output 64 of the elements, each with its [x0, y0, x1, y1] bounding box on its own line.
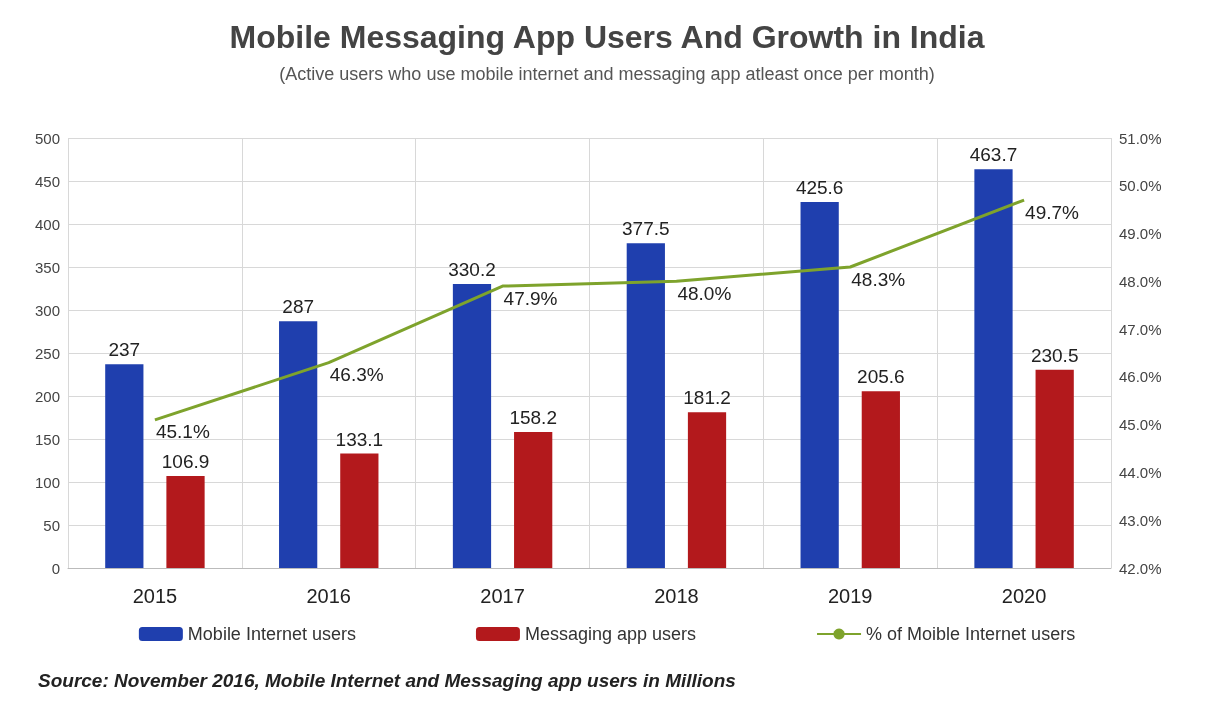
y-tick-label: 150	[34, 430, 60, 448]
y2-tick-label: 48.0%	[1119, 272, 1162, 290]
bar	[514, 431, 553, 568]
bar	[626, 243, 665, 568]
chart-title: Mobile Messaging App Users And Growth in India	[229, 19, 985, 55]
bar	[800, 201, 839, 568]
bar	[166, 476, 205, 568]
x-tick-label: 2019	[828, 585, 873, 607]
y2-tick-label: 42.0%	[1119, 559, 1162, 577]
y-tick-label: 350	[34, 258, 60, 276]
bar	[1035, 369, 1074, 568]
legend-label: Mobile Internet users	[187, 624, 356, 644]
data-label: 230.5	[1030, 344, 1079, 366]
data-label: 46.3%	[329, 364, 384, 386]
x-tick-label: 2015	[132, 585, 178, 607]
chart-subtitle: (Active users who use mobile internet and messaging app atleast once per month)	[279, 64, 935, 84]
bar	[687, 412, 727, 568]
y-tick-label: 400	[34, 215, 60, 233]
data-label: 237	[108, 339, 141, 361]
data-label: 133.1	[335, 428, 384, 450]
y-tick-label: 250	[34, 344, 60, 362]
data-label: 377.5	[622, 218, 670, 240]
legend-label: % of Moible Internet users	[866, 624, 1076, 644]
data-label: 45.1%	[155, 421, 210, 443]
bar	[452, 284, 492, 568]
y-tick-label: 300	[34, 301, 60, 319]
y2-tick-label: 46.0%	[1119, 368, 1162, 386]
y-tick-label: 450	[34, 172, 60, 190]
x-tick-label: 2020	[1001, 585, 1047, 607]
data-label: 463.7	[969, 144, 1018, 166]
data-label: 49.7%	[1025, 201, 1080, 223]
y2-tick-label: 44.0%	[1119, 463, 1162, 481]
source-note: Source: November 2016, Mobile Internet and Messaging app users in Millions	[38, 670, 736, 691]
y2-tick-label: 51.0%	[1119, 129, 1162, 147]
legend-label: Messaging app users	[524, 624, 697, 644]
bar	[974, 169, 1013, 568]
y2-tick-label: 49.0%	[1119, 225, 1162, 243]
x-tick-label: 2017	[480, 585, 525, 607]
y-tick-label: 500	[34, 129, 60, 147]
bar	[279, 321, 318, 568]
y2-tick-label: 43.0%	[1119, 511, 1162, 529]
x-tick-label: 2016	[306, 585, 351, 607]
data-label: 287	[282, 296, 315, 318]
bar	[861, 391, 900, 568]
line-series	[153, 198, 1026, 422]
x-tick-label: 2018	[654, 585, 699, 607]
y-tick-label: 50	[43, 516, 60, 534]
y2-tick-label: 47.0%	[1119, 320, 1162, 338]
bar	[340, 453, 379, 568]
bar	[105, 364, 144, 568]
y-tick-label: 100	[34, 473, 60, 491]
data-label: 106.9	[161, 451, 210, 473]
y2-tick-label: 45.0%	[1119, 416, 1162, 434]
data-label: 158.2	[509, 406, 557, 428]
data-label: 205.6	[857, 366, 905, 388]
y2-tick-label: 50.0%	[1119, 177, 1162, 195]
data-label: 330.2	[448, 259, 496, 281]
data-label: 48.3%	[851, 268, 906, 290]
data-label: 181.2	[683, 387, 731, 409]
y-tick-label: 200	[34, 387, 60, 405]
y-tick-label: 0	[51, 559, 60, 577]
data-label: 425.6	[795, 176, 844, 198]
data-label: 47.9%	[503, 287, 558, 309]
data-label: 48.0%	[677, 282, 732, 304]
